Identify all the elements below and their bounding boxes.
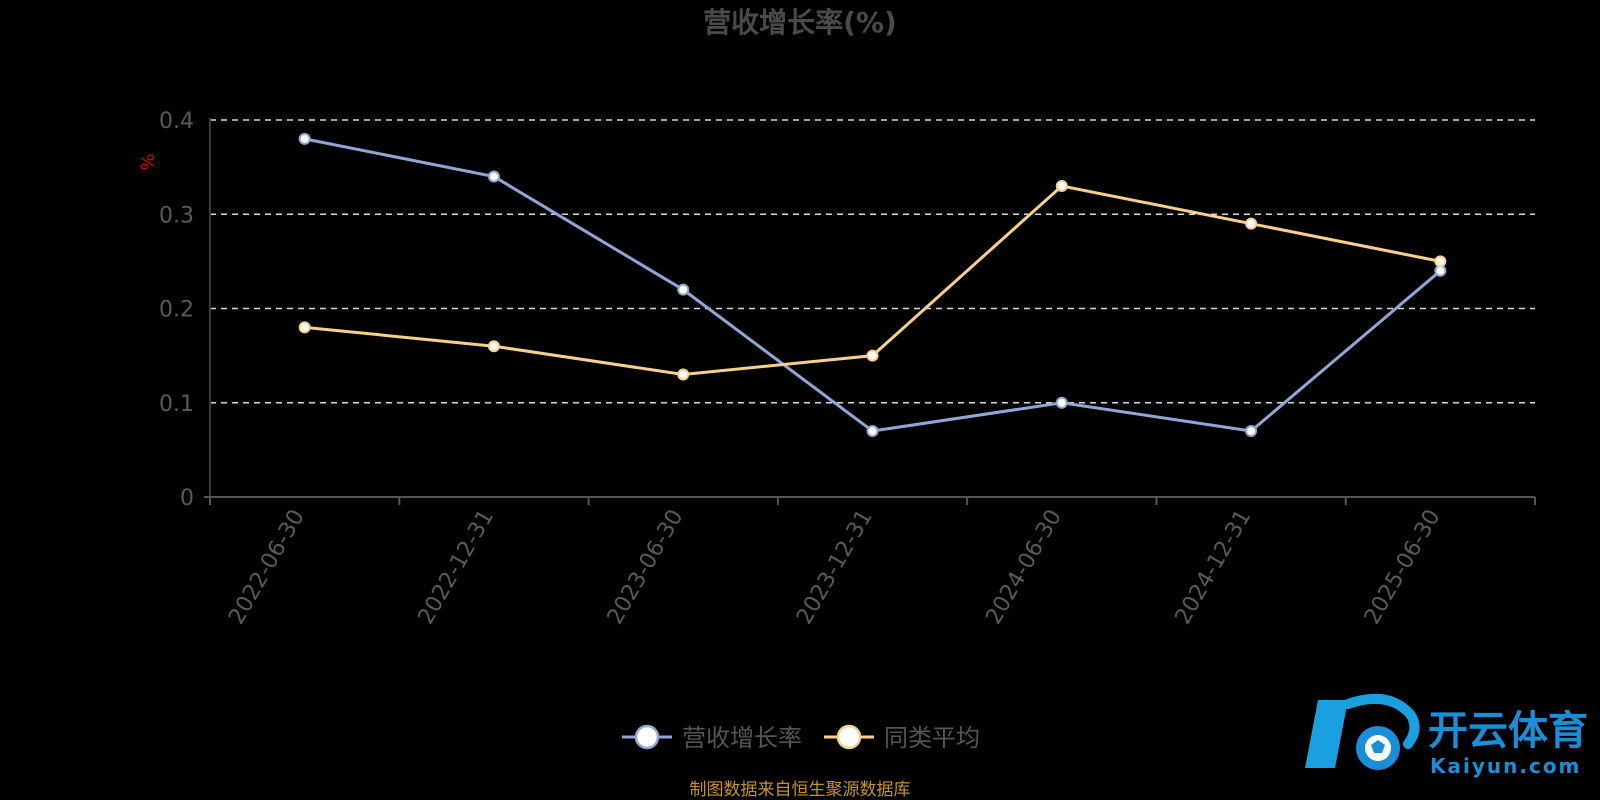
- y-tick-label: 0.1: [159, 392, 194, 417]
- series-1-point: [677, 283, 690, 296]
- series-1-point: [1245, 425, 1258, 438]
- axes: 0 0.1 0.2 0.3 0.4 2022-06-30 2022-12-31 2023-06…: [159, 109, 1536, 629]
- series-2-point: [677, 368, 690, 381]
- data-source-note: 制图数据来自恒生聚源数据库: [690, 780, 911, 800]
- series-1-point: [298, 132, 311, 145]
- x-tick-label: 2025-06-30: [1360, 506, 1446, 629]
- series-1-point: [1055, 396, 1068, 409]
- x-tick-label: 2022-06-30: [224, 506, 310, 629]
- y-tick-label: 0: [180, 486, 194, 511]
- logo-mark-icon: [1305, 693, 1420, 770]
- series-line-1: [304, 137, 1442, 433]
- y-tick-label: 0.4: [159, 109, 194, 134]
- series-1-point: [487, 170, 500, 183]
- series-2-point: [1055, 179, 1068, 192]
- legend[interactable]: 营收增长率 同类平均: [622, 724, 980, 752]
- y-tick-label: 0.2: [159, 298, 194, 323]
- chart-title: 营收增长率(%): [703, 6, 897, 39]
- legend-marker-icon: [836, 724, 862, 750]
- series-lines: [298, 132, 1447, 438]
- series-2-point: [866, 349, 879, 362]
- x-tick-label: 2023-12-31: [792, 506, 878, 629]
- legend-item-1[interactable]: 营收增长率: [622, 724, 802, 752]
- grid-lines: [210, 119, 1535, 404]
- y-axis-unit-label: %: [138, 153, 159, 170]
- legend-label: 营收增长率: [682, 724, 802, 752]
- x-tick-label: 2022-12-31: [414, 506, 500, 629]
- x-tick-label: 2024-12-31: [1171, 506, 1257, 629]
- x-tick-label: 2023-06-30: [603, 506, 689, 629]
- logo-english-text: Kaiyun.com: [1430, 754, 1581, 778]
- legend-label: 同类平均: [884, 724, 980, 752]
- series-2-point: [1245, 217, 1258, 230]
- kaiyun-logo: 开云体育 Kaiyun.com: [1305, 693, 1588, 778]
- series-2-point: [1434, 255, 1447, 268]
- y-tick-label: 0.3: [159, 203, 194, 228]
- series-2-point: [298, 321, 311, 334]
- legend-item-2[interactable]: 同类平均: [824, 724, 980, 752]
- series-1-point: [866, 425, 879, 438]
- series-2-point: [487, 340, 500, 353]
- legend-marker-icon: [634, 724, 660, 750]
- logo-chinese-text: 开云体育: [1428, 708, 1588, 754]
- x-tick-label: 2024-06-30: [981, 506, 1067, 629]
